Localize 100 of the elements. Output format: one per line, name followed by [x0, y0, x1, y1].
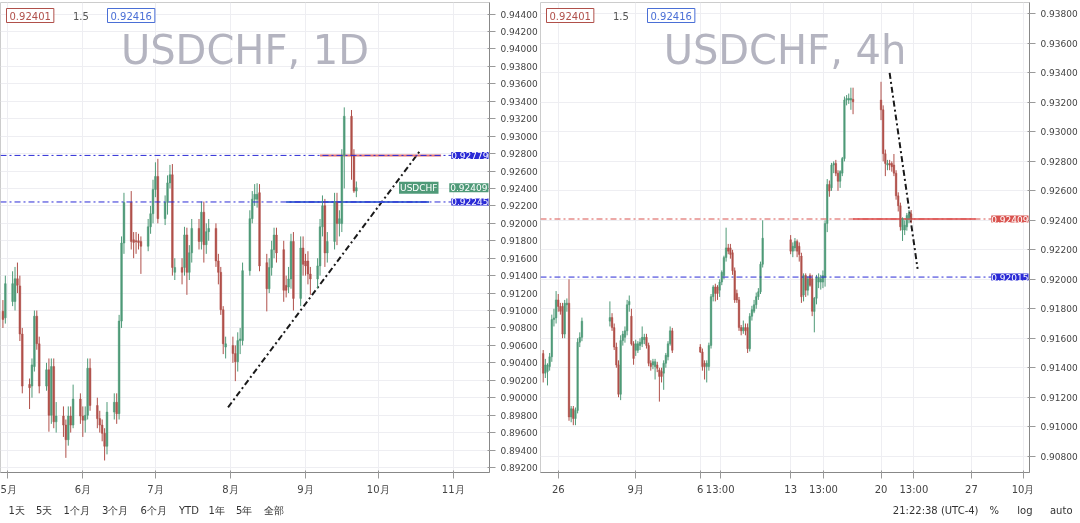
y-tick-label: 0.92200 [500, 201, 538, 212]
y-tick-label: 0.93400 [1040, 68, 1078, 79]
candlestick [96, 397, 99, 429]
x-tick-label: 10月 [366, 483, 390, 495]
candlestick [326, 231, 329, 264]
candlestick [173, 257, 176, 281]
y-tick-label: 0.90600 [500, 340, 538, 351]
x-tick-label: 9月 [627, 483, 644, 495]
x-tick-label: 13 [784, 483, 798, 495]
x-tick-label: 8月 [222, 483, 239, 495]
text: log [1017, 505, 1033, 516]
y-tick-label: 0.92800 [1040, 156, 1078, 167]
annotation: 0.92416 [110, 10, 152, 22]
x-tick-label: 26 [551, 483, 565, 495]
ref-line-label: 0.92015 [991, 272, 1029, 283]
x-tick-label: 11月 [441, 483, 465, 495]
y-tick-label: 0.93000 [1040, 127, 1078, 138]
y-tick-label: 0.89400 [500, 445, 538, 456]
ref-line-label: 0.92779 [451, 150, 489, 161]
text: 1个月 [63, 505, 90, 516]
ref-line-label: 0.92409 [991, 214, 1029, 225]
annotation: 0.92401 [549, 10, 591, 22]
y-tick-label: 0.92000 [1040, 274, 1078, 285]
y-tick-label: 0.93600 [500, 79, 538, 90]
text: USDCHF, 1D [120, 26, 370, 73]
y-tick-label: 0.91800 [500, 236, 538, 247]
candlestick [11, 270, 14, 307]
candlestick [28, 378, 31, 410]
y-tick-label: 0.91600 [1040, 333, 1078, 344]
y-tick-label: 0.89200 [500, 462, 538, 473]
annotation: 0.92401 [9, 10, 51, 22]
text: 1年 [208, 505, 225, 516]
text: 5天 [36, 505, 53, 516]
text: YTD [178, 505, 200, 516]
y-tick-label: 0.92600 [1040, 186, 1078, 197]
annotation: 1.5 [613, 10, 629, 22]
y-tick-label: 0.91400 [500, 271, 538, 282]
y-tick-label: 0.93000 [500, 131, 538, 142]
y-tick-label: 0.91200 [1040, 392, 1078, 403]
candlestick [205, 222, 208, 255]
y-tick-label: 0.93800 [500, 61, 538, 72]
text: 21:22:38 (UTC-4) [892, 505, 979, 516]
candlestick [1, 299, 5, 329]
x-tick-label: 6月 [74, 483, 91, 495]
x-tick-label: 13:00 [899, 483, 929, 495]
y-tick-label: 0.94400 [500, 9, 538, 20]
y-tick-label: 0.93800 [1040, 9, 1078, 20]
text: USDCHF, 4h [663, 26, 907, 73]
x-tick-label: 10月 [1011, 483, 1035, 495]
candlestick [275, 227, 278, 264]
y-tick-label: 0.92400 [500, 183, 538, 194]
y-tick-label: 0.92200 [1040, 245, 1078, 256]
y-tick-label: 0.94200 [500, 27, 538, 38]
y-tick-label: 0.91400 [1040, 363, 1078, 374]
x-tick-label: 20 [874, 483, 888, 495]
candlestick [113, 392, 116, 420]
y-tick-label: 0.91000 [500, 306, 538, 317]
x-tick-label: 13:00 [809, 483, 838, 495]
ref-line-label: 0.92245 [451, 197, 489, 208]
x-tick-label: 7月 [147, 483, 164, 495]
y-tick-label: 0.91800 [1040, 304, 1078, 315]
y-tick-label: 0.93600 [1040, 38, 1078, 49]
y-tick-label: 0.89600 [500, 428, 538, 439]
candlestick [301, 235, 305, 277]
annotation: 0.92416 [650, 10, 692, 22]
y-tick-label: 0.92800 [500, 149, 538, 160]
candlestick [69, 405, 72, 434]
y-tick-label: 0.90000 [500, 393, 538, 404]
text: 5年 [236, 505, 253, 516]
candlestick [197, 218, 201, 250]
y-tick-label: 0.91000 [1040, 422, 1078, 433]
x-tick-label: 6 [697, 483, 704, 495]
y-tick-label: 0.89800 [500, 410, 538, 421]
x-tick-label: 13:00 [705, 483, 735, 495]
y-tick-label: 0.92400 [1040, 215, 1078, 226]
y-tick-label: 0.90800 [500, 323, 538, 334]
x-tick-label: 9月 [297, 483, 314, 495]
text: 全部 [263, 505, 284, 516]
y-tick-label: 0.91600 [500, 253, 538, 264]
candlestick [224, 336, 227, 359]
text: 3个月 [102, 505, 129, 516]
text: % [989, 505, 1000, 516]
y-tick-label: 0.93200 [500, 114, 538, 125]
x-tick-label: 27 [965, 483, 978, 495]
annotation: USDCHF [400, 182, 438, 193]
y-tick-label: 0.93400 [500, 96, 538, 107]
y-tick-label: 0.90400 [500, 358, 538, 369]
annotation: 1.5 [73, 10, 89, 22]
y-tick-label: 0.92000 [500, 218, 538, 229]
y-tick-label: 0.94000 [500, 44, 538, 55]
y-tick-label: 0.92600 [500, 166, 538, 177]
x-tick-label: 5月 [0, 483, 17, 495]
y-tick-label: 0.90200 [500, 375, 538, 386]
text: 1天 [8, 505, 25, 516]
y-tick-label: 0.93200 [1040, 97, 1078, 108]
candlestick [55, 401, 58, 434]
candlestick [45, 362, 48, 392]
y-tick-label: 0.91200 [500, 288, 538, 299]
annotation: 0.92409 [450, 183, 488, 194]
text: auto [1050, 505, 1073, 516]
